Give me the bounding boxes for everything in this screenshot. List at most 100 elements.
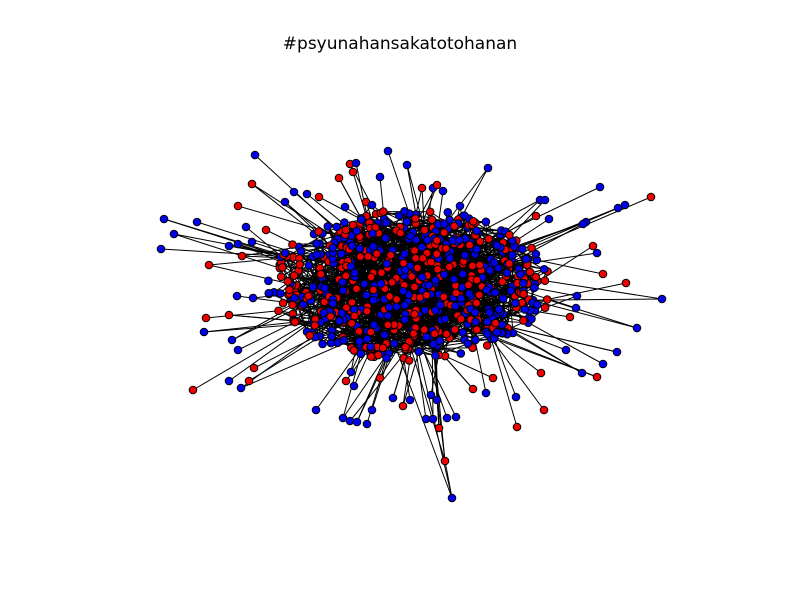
graph-edge (203, 321, 295, 333)
graph-node (540, 276, 550, 286)
graph-node (441, 244, 451, 253)
graph-node (346, 262, 356, 271)
graph-node (483, 330, 492, 339)
graph-node (281, 248, 290, 258)
graph-node (378, 343, 388, 353)
graph-node (471, 335, 480, 345)
graph-node (312, 239, 321, 248)
graph-node (577, 368, 587, 378)
graph-node (362, 334, 372, 344)
graph-node (402, 160, 412, 170)
graph-node (233, 201, 243, 211)
graph-node (632, 323, 642, 333)
graph-node (491, 288, 500, 297)
graph-edge (284, 201, 334, 249)
graph-node (455, 235, 464, 245)
graph-node (352, 226, 361, 236)
graph-node (357, 215, 366, 224)
graph-node (442, 329, 451, 339)
graph-node (341, 271, 351, 281)
graph-edge (205, 310, 279, 319)
graph-node (192, 217, 202, 227)
graph-node (368, 229, 377, 238)
graph-node (366, 352, 376, 361)
graph-node (288, 240, 297, 249)
graph-node (199, 327, 209, 337)
graph-node (414, 347, 424, 357)
graph-node (338, 413, 348, 423)
graph-edge (406, 164, 423, 248)
graph-edge (435, 240, 513, 330)
graph-node (244, 376, 254, 386)
graph-node (204, 260, 214, 270)
graph-node (334, 173, 344, 183)
graph-node (396, 228, 405, 238)
graph-node (318, 339, 327, 349)
graph-node (392, 295, 401, 304)
graph-edge (528, 322, 604, 365)
graph-node (598, 359, 608, 369)
graph-node (430, 329, 439, 339)
graph-node (420, 225, 429, 235)
graph-node (464, 289, 474, 298)
graph-node (289, 271, 299, 280)
graph-node (613, 203, 623, 213)
graph-node (472, 226, 482, 236)
graph-edge (402, 351, 420, 407)
graph-node (435, 300, 445, 310)
graph-node (470, 308, 480, 317)
graph-node (379, 207, 388, 216)
graph-edge (505, 199, 541, 233)
graph-edge (536, 259, 604, 275)
graph-node (468, 384, 478, 394)
graph-node (302, 189, 312, 199)
graph-node (511, 298, 520, 308)
graph-edge (228, 318, 316, 382)
graph-node (463, 339, 473, 348)
graph-node (373, 350, 383, 360)
graph-node (492, 241, 502, 250)
graph-node (384, 303, 394, 312)
graph-node (241, 222, 251, 232)
graph-edge (240, 331, 371, 389)
graph-node (469, 217, 478, 226)
graph-node (475, 237, 485, 246)
graph-node (531, 249, 541, 259)
graph-node (224, 241, 234, 251)
graph-node (400, 300, 410, 310)
graph-node (356, 349, 366, 359)
graph-edge (293, 191, 341, 232)
graph-node (386, 251, 395, 260)
graph-node (442, 413, 452, 423)
graph-edge (290, 267, 342, 285)
graph-node (527, 314, 536, 324)
graph-node (264, 288, 274, 298)
graph-edge (355, 162, 369, 221)
graph-edge (240, 335, 315, 389)
graph-node (261, 225, 271, 235)
graph-node (431, 351, 440, 360)
graph-node (314, 227, 323, 236)
graph-node (438, 186, 448, 196)
graph-node (460, 211, 469, 220)
graph-node (382, 353, 391, 363)
graph-node (491, 318, 500, 328)
graph-node (362, 419, 372, 429)
graph-node (349, 381, 359, 391)
graph-node (646, 192, 656, 202)
graph-node (456, 314, 466, 324)
graph-node (456, 294, 466, 303)
graph-node (401, 342, 410, 352)
graph-edge (241, 246, 299, 257)
graph-edge (398, 325, 411, 401)
graph-edge (237, 321, 296, 351)
graph-node (485, 266, 495, 275)
graph-node (320, 283, 329, 293)
graph-node (519, 316, 528, 325)
graph-node (311, 405, 321, 415)
graph-node (320, 297, 329, 307)
graph-edge (516, 218, 550, 242)
graph-node (439, 270, 449, 279)
graph-node (544, 214, 554, 224)
graph-node (490, 258, 499, 267)
